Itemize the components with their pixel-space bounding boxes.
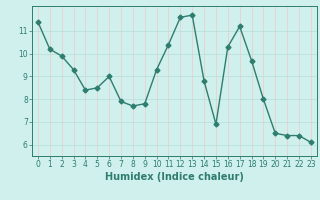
X-axis label: Humidex (Indice chaleur): Humidex (Indice chaleur) [105,172,244,182]
